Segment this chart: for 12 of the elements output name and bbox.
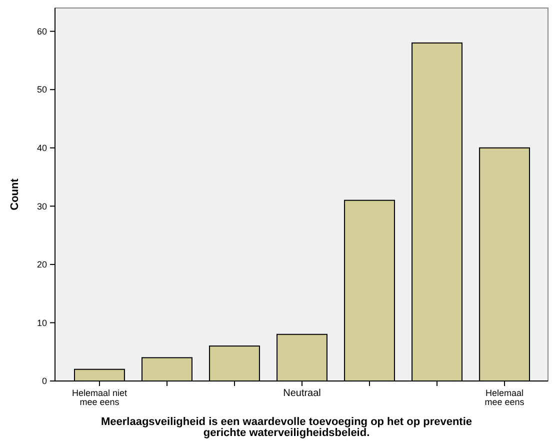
x-tick-label: Helemaal mee eens [484,388,525,407]
y-tick-label: 10 [36,318,47,328]
x-tick-label: Helemaal niet mee eens [72,388,128,407]
y-tick-label: 40 [36,143,47,154]
y-tick-label: 50 [36,84,47,95]
x-axis-title: Meerlaagsveiligheid is een waardevolle toevoeging op het op preventie gerichte waterveiligheidsbeleid. [100,416,472,439]
x-tick-label: Neutraal [283,388,321,399]
y-tick-label: 60 [36,26,47,36]
y-axis-title: Count [9,178,21,210]
y-tick-label: 30 [36,201,47,212]
y-tick-label: 0 [42,376,47,386]
y-tick-label: 20 [36,260,47,270]
